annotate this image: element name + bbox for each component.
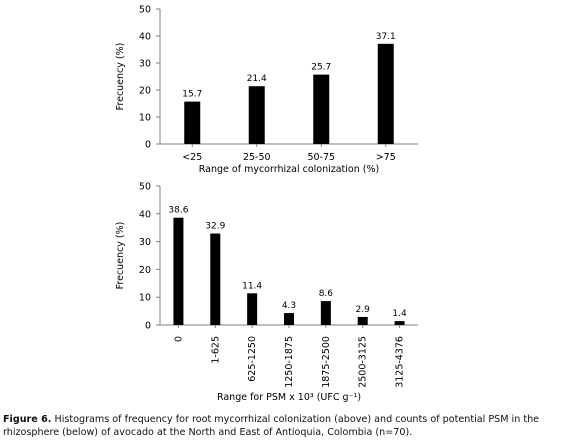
y-tick-label: 40 <box>139 32 151 43</box>
bar <box>247 293 258 325</box>
figure-canvas: 0 10 20 30 40 50 Frecuency (%) 15.7 <25 21.4 25-50… <box>115 5 418 403</box>
bar-value-label: 32.9 <box>205 222 225 232</box>
figure-caption: Figure 6. Histograms of frequency for ro… <box>3 414 563 439</box>
bar-value-label: 8.6 <box>319 289 334 299</box>
bar <box>173 217 184 325</box>
y-tick-label: 30 <box>139 59 151 70</box>
y-tick-label: 20 <box>139 86 151 97</box>
x-tick-label: 0 <box>173 336 184 342</box>
x-axis-label: Range for PSM x 10³ (UFC g⁻¹) <box>217 392 361 403</box>
bar <box>284 313 294 325</box>
x-axis-label: Range of mycorrhizal colonization (%) <box>199 164 379 175</box>
y-tick-label: 0 <box>145 140 151 151</box>
chart-psm-counts: 0 10 20 30 40 50 Frecuency (%) 38.6 0 32.9 1-625 11… <box>115 182 418 403</box>
x-tick-label: 625-1250 <box>247 336 258 382</box>
x-tick-label: >75 <box>376 152 396 163</box>
x-tick-label: 1875-2500 <box>321 336 332 388</box>
bar-value-label: 11.4 <box>242 281 262 291</box>
y-tick-label: 50 <box>139 5 151 16</box>
figure-caption-text: Histograms of frequency for root mycorrh… <box>3 414 540 438</box>
bar <box>313 74 330 144</box>
x-tick-label: 1250-1875 <box>284 336 295 388</box>
y-tick-label: 10 <box>139 293 151 304</box>
y-tick-label: 0 <box>145 321 151 332</box>
bar <box>184 101 201 144</box>
x-tick-label: 3125-4376 <box>395 336 406 388</box>
x-tick-label: 1-625 <box>210 336 221 364</box>
y-tick-label: 40 <box>139 209 151 220</box>
x-tick-label: 25-50 <box>243 152 271 163</box>
y-tick-label: 50 <box>139 182 151 193</box>
bar <box>394 321 405 325</box>
bar-value-label: 1.4 <box>392 309 407 319</box>
bar <box>320 301 331 325</box>
bar <box>248 86 265 144</box>
y-tick-label: 10 <box>139 113 151 124</box>
bar-value-label: 2.9 <box>356 305 371 315</box>
y-tick-label: 20 <box>139 265 151 276</box>
bar-value-label: 38.6 <box>168 206 188 216</box>
bar <box>357 316 368 325</box>
y-axis-label: Frecuency (%) <box>115 222 126 290</box>
bar-value-label: 25.7 <box>311 63 331 73</box>
y-tick-label: 30 <box>139 237 151 248</box>
figure-caption-label: Figure 6. <box>3 414 52 425</box>
bar <box>210 233 221 325</box>
x-tick-label: <25 <box>182 152 202 163</box>
bar <box>377 43 394 144</box>
x-tick-label: 2500-3125 <box>358 336 369 388</box>
bar-value-label: 15.7 <box>182 90 202 100</box>
y-axis-label: Frecuency (%) <box>115 43 126 111</box>
chart-mycorrhizal-colonization: 0 10 20 30 40 50 Frecuency (%) 15.7 <25 21.4 25-50… <box>115 5 418 175</box>
bar-value-label: 21.4 <box>247 74 267 84</box>
x-tick-label: 50-75 <box>307 152 335 163</box>
bar-value-label: 37.1 <box>376 32 396 42</box>
bar-value-label: 4.3 <box>282 301 296 311</box>
